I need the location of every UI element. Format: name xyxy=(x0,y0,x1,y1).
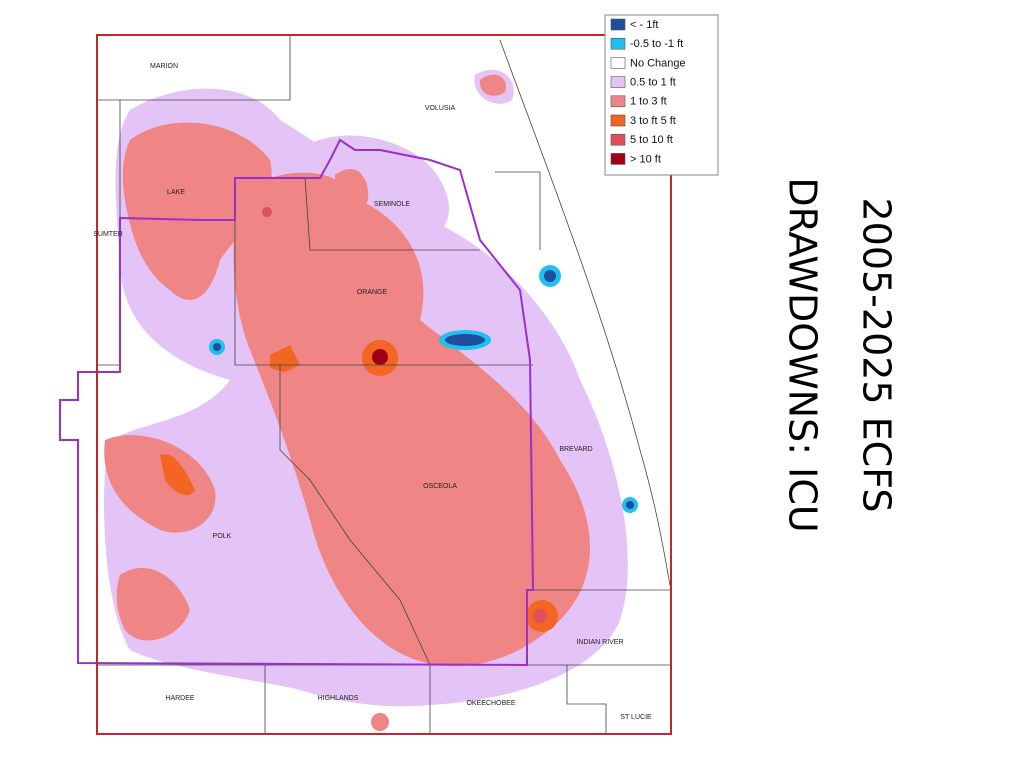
legend-label: 3 to ft 5 ft xyxy=(630,115,676,127)
title-line: 2005-2025 ECFS xyxy=(855,197,899,512)
legend-label: < - 1ft xyxy=(630,19,658,31)
legend-swatch xyxy=(610,95,626,108)
county-label: OKEECHOBEE xyxy=(466,700,515,707)
county-label: BREVARD xyxy=(559,446,592,453)
county-label: POLK xyxy=(213,533,232,540)
zone-salmon xyxy=(233,172,590,667)
title-line: DRAWDOWNS: ICU xyxy=(781,177,825,532)
legend: < - 1ft -0.5 to -1 ft No Change 0.5 to 1 ft… xyxy=(604,14,719,176)
district-boundary xyxy=(59,138,535,667)
zone-blue xyxy=(213,343,221,351)
county-label: INDIAN RIVER xyxy=(576,639,623,646)
zone-salmon xyxy=(104,435,216,533)
county-label: HARDEE xyxy=(165,695,195,702)
county-label: SUMTER xyxy=(93,231,123,238)
county-label: HIGHLANDS xyxy=(318,695,359,702)
county-label: ST LUCIE xyxy=(620,714,652,721)
legend-swatch xyxy=(610,76,626,88)
county-lines xyxy=(97,35,672,734)
county-labels: MARION VOLUSIA LAKE SEMINOLE SUMTER ORANGE BRE… xyxy=(93,63,652,721)
legend-label: No Change xyxy=(630,57,686,69)
legend-swatch xyxy=(610,153,626,165)
legend-swatch xyxy=(610,114,626,127)
county-label: ORANGE xyxy=(357,289,388,296)
zone-red xyxy=(262,207,272,217)
zone-orange xyxy=(160,454,195,496)
map-border xyxy=(96,34,672,735)
county-label: OSCEOLA xyxy=(423,483,457,490)
county-label: VOLUSIA xyxy=(425,105,456,112)
legend-label: 0.5 to 1 ft xyxy=(630,77,676,89)
zone-darkred xyxy=(372,349,388,365)
zone-salmon xyxy=(479,74,506,96)
zone-salmon xyxy=(122,122,272,300)
legend-label: 5 to 10 ft xyxy=(630,134,673,146)
zone-red xyxy=(533,609,547,623)
legend-label: > 10 ft xyxy=(630,153,661,165)
zone-salmon xyxy=(335,169,369,212)
zone-blue xyxy=(544,270,556,282)
map: MARION VOLUSIA LAKE SEMINOLE SUMTER ORANGE BRE… xyxy=(59,34,672,735)
zone-salmon xyxy=(371,713,389,731)
county-label: LAKE xyxy=(167,189,185,196)
zone-blue xyxy=(626,501,634,509)
legend-swatch xyxy=(610,133,626,146)
legend-items: < - 1ft -0.5 to -1 ft No Change 0.5 to 1 ft… xyxy=(610,18,686,165)
legend-label: -0.5 to -1 ft xyxy=(630,38,683,50)
zone-salmon xyxy=(116,567,190,641)
legend-swatch xyxy=(610,57,626,69)
legend-swatch xyxy=(610,18,626,31)
legend-label: 1 to 3 ft xyxy=(630,96,667,108)
zone-blue xyxy=(445,334,485,346)
county-label: MARION xyxy=(150,63,178,70)
county-label: SEMINOLE xyxy=(374,201,411,208)
legend-swatch xyxy=(610,37,626,50)
